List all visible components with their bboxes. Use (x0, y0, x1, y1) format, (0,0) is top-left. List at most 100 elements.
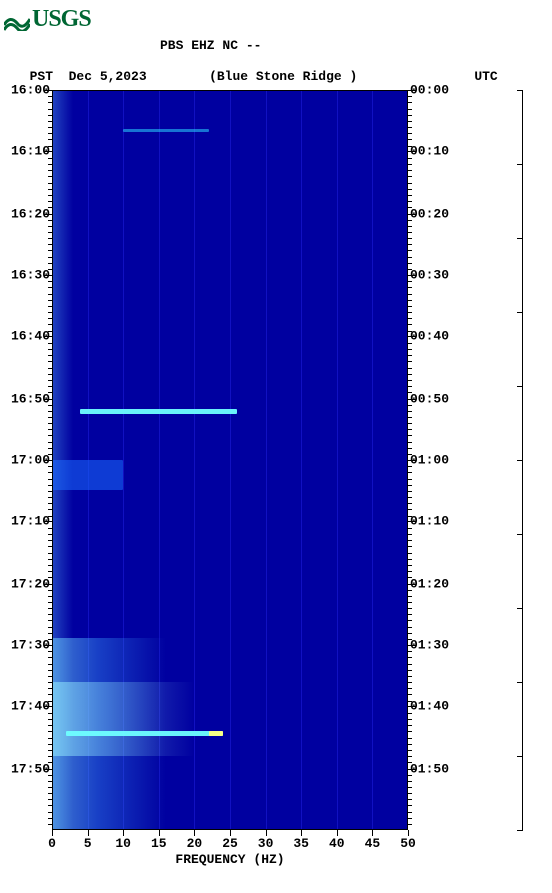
yaxis-left-minor-tick (48, 497, 52, 498)
yaxis-left-minor-tick (48, 694, 52, 695)
yaxis-left-minor-tick (48, 781, 52, 782)
yaxis-right-minor-tick (408, 596, 412, 597)
yaxis-right-minor-tick (408, 164, 412, 165)
yaxis-left-major-tick (44, 151, 52, 152)
xaxis-tick-label: 40 (329, 836, 345, 851)
yaxis-right-minor-tick (408, 195, 412, 196)
yaxis-left-minor-tick (48, 738, 52, 739)
yaxis-left-minor-tick (48, 756, 52, 757)
xaxis-tick-label: 30 (258, 836, 274, 851)
yaxis-right-minor-tick (408, 300, 412, 301)
colorbar-tick (517, 608, 523, 609)
yaxis-left-minor-tick (48, 361, 52, 362)
yaxis-left-minor-tick (48, 109, 52, 110)
yaxis-right-minor-tick (408, 688, 412, 689)
yaxis-left-minor-tick (48, 226, 52, 227)
yaxis-right-minor-tick (408, 731, 412, 732)
yaxis-left-minor-tick (48, 331, 52, 332)
yaxis-left-minor-tick (48, 133, 52, 134)
yaxis-right-minor-tick (408, 818, 412, 819)
yaxis-right-minor-tick (408, 509, 412, 510)
xaxis-tick-label: 35 (293, 836, 309, 851)
yaxis-left-minor-tick (48, 232, 52, 233)
yaxis-left-minor-tick (48, 682, 52, 683)
yaxis-left-minor-tick (48, 614, 52, 615)
yaxis-left-minor-tick (48, 608, 52, 609)
xaxis-tick-label: 45 (365, 836, 381, 851)
yaxis-left-minor-tick (48, 664, 52, 665)
usgs-logo: USGS (4, 6, 91, 33)
yaxis-right-minor-tick (408, 620, 412, 621)
yaxis-right-minor-tick (408, 670, 412, 671)
yaxis-left-minor-tick (48, 553, 52, 554)
yaxis-left-major-tick (44, 769, 52, 770)
yaxis-right-major-tick (408, 151, 416, 152)
yaxis-right-minor-tick (408, 627, 412, 628)
colorbar-tick (517, 682, 523, 683)
yaxis-left-minor-tick (48, 250, 52, 251)
yaxis-right-major-tick (408, 706, 416, 707)
yaxis-left-minor-tick (48, 466, 52, 467)
spectrogram-event (209, 731, 223, 736)
yaxis-right-major-tick (408, 460, 416, 461)
yaxis-right-minor-tick (408, 170, 412, 171)
yaxis-left-minor-tick (48, 411, 52, 412)
yaxis-right-minor-tick (408, 435, 412, 436)
yaxis-left-major-tick (44, 521, 52, 522)
yaxis-left-minor-tick (48, 207, 52, 208)
yaxis-left-major-tick (44, 460, 52, 461)
yaxis-left-minor-tick (48, 633, 52, 634)
yaxis-right-major-tick (408, 214, 416, 215)
spectrogram-canvas (52, 90, 408, 830)
spectrogram-event (123, 129, 208, 132)
yaxis-left-minor-tick (48, 676, 52, 677)
yaxis-right-minor-tick (408, 115, 412, 116)
yaxis-right-minor-tick (408, 102, 412, 103)
yaxis-right-minor-tick (408, 121, 412, 122)
yaxis-left-minor-tick (48, 448, 52, 449)
yaxis-left-minor-tick (48, 812, 52, 813)
yaxis-right-minor-tick (408, 664, 412, 665)
yaxis-left-minor-tick (48, 257, 52, 258)
yaxis-left-minor-tick (48, 713, 52, 714)
yaxis-left-minor-tick (48, 306, 52, 307)
yaxis-left-minor-tick (48, 96, 52, 97)
spectrogram-gridline (301, 90, 302, 830)
yaxis-right-minor-tick (408, 491, 412, 492)
spectrogram-gridline (337, 90, 338, 830)
yaxis-right-minor-tick (408, 312, 412, 313)
yaxis-left-minor-tick (48, 491, 52, 492)
yaxis-left-major-tick (44, 645, 52, 646)
yaxis-right-minor-tick (408, 793, 412, 794)
yaxis-left-minor-tick (48, 799, 52, 800)
yaxis-left-minor-tick (48, 818, 52, 819)
yaxis-left-minor-tick (48, 725, 52, 726)
yaxis-right-minor-tick (408, 183, 412, 184)
yaxis-left-minor-tick (48, 139, 52, 140)
yaxis-left-minor-tick (48, 793, 52, 794)
yaxis-left-minor-tick (48, 423, 52, 424)
yaxis-right-major-tick (408, 336, 416, 337)
tz-right-label: UTC (474, 69, 497, 84)
yaxis-left-minor-tick (48, 627, 52, 628)
yaxis-right-minor-tick (408, 349, 412, 350)
yaxis-right-minor-tick (408, 787, 412, 788)
spectrogram-gridline (372, 90, 373, 830)
yaxis-left-minor-tick (48, 312, 52, 313)
xaxis-tick-label: 10 (115, 836, 131, 851)
yaxis-right-minor-tick (408, 257, 412, 258)
yaxis-right-minor-tick (408, 238, 412, 239)
xaxis-tick-label: 25 (222, 836, 238, 851)
yaxis-right-minor-tick (408, 546, 412, 547)
yaxis-left-minor-tick (48, 343, 52, 344)
yaxis-right-minor-tick (408, 361, 412, 362)
yaxis-left-minor-tick (48, 454, 52, 455)
yaxis-left-minor-tick (48, 651, 52, 652)
yaxis-right-minor-tick (408, 355, 412, 356)
colorbar-tick (517, 756, 523, 757)
yaxis-right-minor-tick (408, 472, 412, 473)
yaxis-right-minor-tick (408, 244, 412, 245)
yaxis-right-minor-tick (408, 263, 412, 264)
yaxis-left-minor-tick (48, 503, 52, 504)
yaxis-left-minor-tick (48, 392, 52, 393)
